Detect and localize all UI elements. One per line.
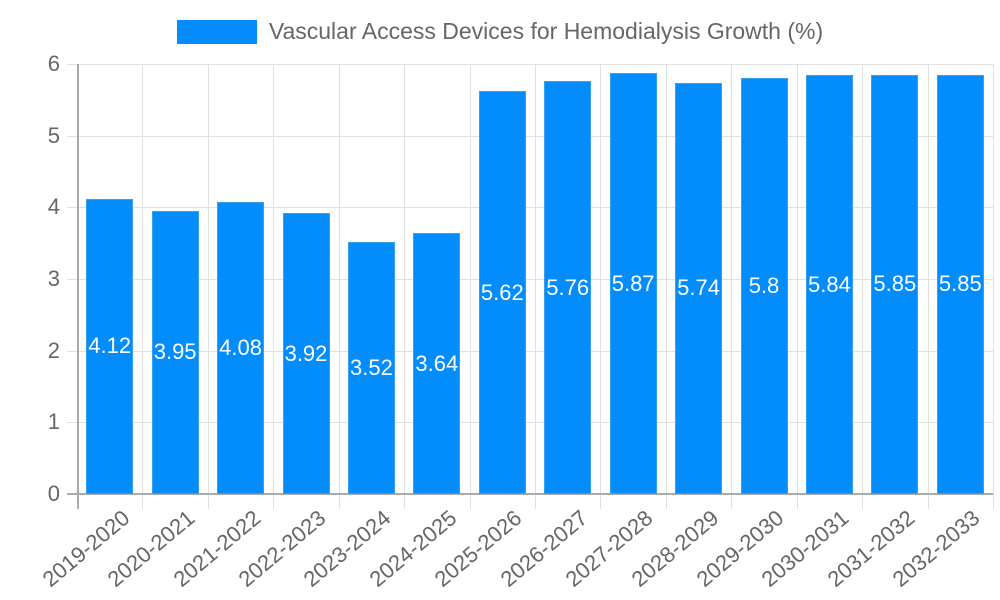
y-axis-line	[77, 64, 79, 509]
gridline-vertical	[535, 64, 536, 509]
bar-value-label: 5.84	[808, 271, 851, 297]
bar-2027-2028[interactable]	[609, 73, 657, 494]
gridline-horizontal	[67, 135, 993, 137]
bar-2028-2029[interactable]	[675, 82, 723, 494]
bar-value-label: 4.12	[88, 333, 132, 359]
bar-value-label: 3.95	[153, 339, 197, 365]
gridline-horizontal	[67, 279, 993, 280]
gridline-vertical	[927, 64, 929, 509]
gridline-horizontal	[67, 207, 993, 209]
y-tick-label: 4	[47, 194, 60, 220]
bar-value-label: 5.8	[748, 273, 780, 299]
legend-swatch	[176, 19, 257, 44]
bar-2030-2031[interactable]	[805, 75, 853, 494]
bar-value-label: 5.85	[873, 271, 917, 297]
bar-2021-2022[interactable]	[217, 201, 265, 494]
bar-2029-2030[interactable]	[740, 78, 788, 494]
gridline-vertical	[731, 64, 733, 509]
bar-2023-2024[interactable]	[347, 241, 395, 494]
bar-value-label: 3.92	[284, 340, 328, 366]
bar-2026-2027[interactable]	[544, 81, 592, 494]
bar-2024-2025[interactable]	[413, 233, 461, 494]
bar-2022-2023[interactable]	[282, 213, 330, 494]
gridline-vertical	[862, 64, 864, 509]
gridline-horizontal	[67, 64, 993, 65]
gridline-vertical	[207, 64, 209, 509]
bar-2019-2020[interactable]	[86, 198, 134, 494]
bar-value-label: 3.64	[415, 350, 459, 376]
gridline-vertical	[993, 64, 994, 509]
gridline-vertical	[338, 64, 340, 509]
gridline-vertical	[404, 64, 406, 509]
gridline-vertical	[600, 64, 602, 509]
bar-2031-2032[interactable]	[871, 74, 919, 494]
legend-label: Vascular Access Devices for Hemodialysis…	[268, 18, 824, 44]
bar-value-label: 5.85	[938, 271, 982, 297]
bar-2025-2026[interactable]	[478, 91, 526, 494]
gridline-vertical	[469, 64, 471, 509]
bar-value-label: 3.52	[350, 354, 393, 380]
y-tick-label: 1	[47, 409, 60, 435]
bar-2020-2021[interactable]	[151, 210, 199, 494]
y-tick-label: 2	[47, 337, 60, 363]
y-tick-label: 5	[47, 122, 60, 148]
y-tick-label: 6	[47, 51, 60, 76]
bar-value-label: 5.76	[546, 274, 590, 300]
y-tick-label: 0	[47, 481, 60, 506]
x-axis-line	[67, 493, 993, 495]
gridline-vertical	[142, 64, 144, 509]
chart-legend[interactable]: Vascular Access Devices for Hemodialysis…	[0, 18, 1000, 45]
bar-value-label: 5.74	[677, 275, 720, 301]
y-tick-label: 3	[47, 266, 60, 291]
gridline-horizontal	[67, 422, 993, 424]
gridline-horizontal	[67, 350, 993, 352]
gridline-vertical	[796, 64, 798, 509]
bar-value-label: 4.08	[219, 334, 262, 360]
bar-2032-2033[interactable]	[936, 74, 984, 494]
bar-value-label: 5.62	[480, 279, 524, 305]
plot-area: 4.12 3.95 4.08 3.92 3.52 3.64 5.62 5.76 5.87 5.74…	[67, 64, 994, 509]
gridline-vertical	[273, 64, 275, 509]
gridline-vertical	[665, 64, 667, 509]
bar-value-label: 5.87	[611, 270, 655, 296]
